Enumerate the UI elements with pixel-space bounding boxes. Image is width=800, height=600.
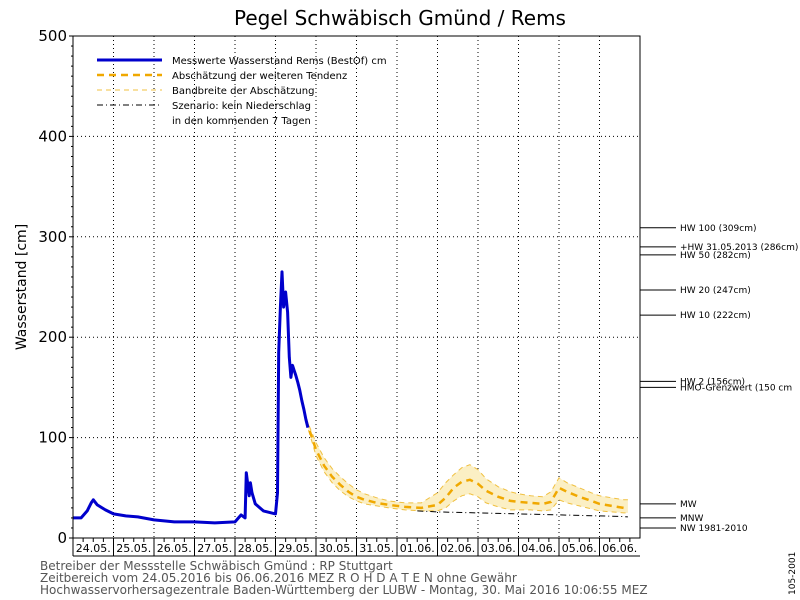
x-axis-ticks: 24.05. 25.05. 26.05. 27.05. 28.05. 29.05. 30.0… xyxy=(72,538,640,557)
forecast-line xyxy=(304,419,628,510)
x-tick-label: 29.05. xyxy=(278,542,313,555)
threshold-label: HW 20 (247cm) xyxy=(680,286,751,296)
threshold-label: MNW xyxy=(680,514,703,524)
threshold-label: +HW 31.05.2013 (286cm) xyxy=(680,243,798,253)
threshold-label: HW 50 (282cm) xyxy=(680,251,751,261)
x-tick-label: 30.05. xyxy=(319,542,354,555)
y-axis-label: Wasserstand [cm] xyxy=(14,224,30,350)
footer-line-2: Zeitbereich vom 24.05.2016 bis 06.06.201… xyxy=(40,571,517,585)
threshold-annotations: HW 100 (309cm) +HW 31.05.2013 (286cm)HW 5… xyxy=(640,224,798,534)
x-tick-label: 01.06. xyxy=(400,542,435,555)
legend-label-scenario: Szenario: kein Niederschlag xyxy=(172,101,311,112)
x-tick-label: 26.05. xyxy=(157,542,192,555)
y-axis-ticks: 0 100 200 300 400 500 xyxy=(38,27,73,547)
y-tick-label: 100 xyxy=(38,429,67,447)
threshold-label: NW 1981-2010 xyxy=(680,524,748,534)
band-lower-line xyxy=(305,421,628,514)
legend-label-band: Bandbreite der Abschätzung xyxy=(172,86,314,97)
measured-line xyxy=(73,270,310,525)
threshold-label: MW xyxy=(680,500,697,510)
band-upper-line xyxy=(305,417,628,504)
threshold-label: HMO-Grenzwert (150 cm xyxy=(680,383,792,393)
legend-label-measured: Messwerte Wasserstand Rems (BestOf) cm xyxy=(172,56,387,67)
y-tick-label: 400 xyxy=(38,127,67,145)
x-tick-label: 28.05. xyxy=(238,542,273,555)
footer-line-3: Hochwasservorhersagezentrale Baden-Württ… xyxy=(40,583,648,597)
x-tick-label: 02.06. xyxy=(440,542,475,555)
forecast-band xyxy=(305,417,628,514)
x-tick-label: 24.05. xyxy=(76,542,111,555)
x-tick-label: 06.06. xyxy=(602,542,637,555)
scenario-line xyxy=(417,510,628,518)
x-tick-label: 05.06. xyxy=(562,542,597,555)
threshold-label: HW 10 (222cm) xyxy=(680,311,751,321)
plot-frame xyxy=(72,35,641,539)
footer-line-1: Betreiber der Messstelle Schwäbisch Gmün… xyxy=(40,559,393,573)
legend-label-forecast: Abschätzung der weiteren Tendenz xyxy=(172,71,347,82)
chart-title: Pegel Schwäbisch Gmünd / Rems xyxy=(234,6,566,30)
y-tick-label: 0 xyxy=(57,529,67,547)
threshold-label: HW 2 (156cm) xyxy=(680,377,745,387)
legend-label-scenario-line2: in den kommenden 7 Tagen xyxy=(172,116,311,127)
y-tick-label: 200 xyxy=(38,328,67,346)
x-tick-label: 31.05. xyxy=(359,542,394,555)
chart-code: 105-2001 xyxy=(788,552,798,595)
x-tick-label: 27.05. xyxy=(197,542,232,555)
y-tick-label: 300 xyxy=(38,228,67,246)
series-group xyxy=(73,270,628,525)
legend: Messwerte Wasserstand Rems (BestOf) cm Ab… xyxy=(97,56,387,127)
x-tick-label: 03.06. xyxy=(481,542,516,555)
threshold-label: HW 100 (309cm) xyxy=(680,224,756,234)
x-tick-label: 25.05. xyxy=(116,542,151,555)
y-tick-label: 500 xyxy=(38,27,67,45)
band-fill xyxy=(305,417,628,513)
x-tick-label: 04.06. xyxy=(521,542,556,555)
grid xyxy=(73,36,640,538)
